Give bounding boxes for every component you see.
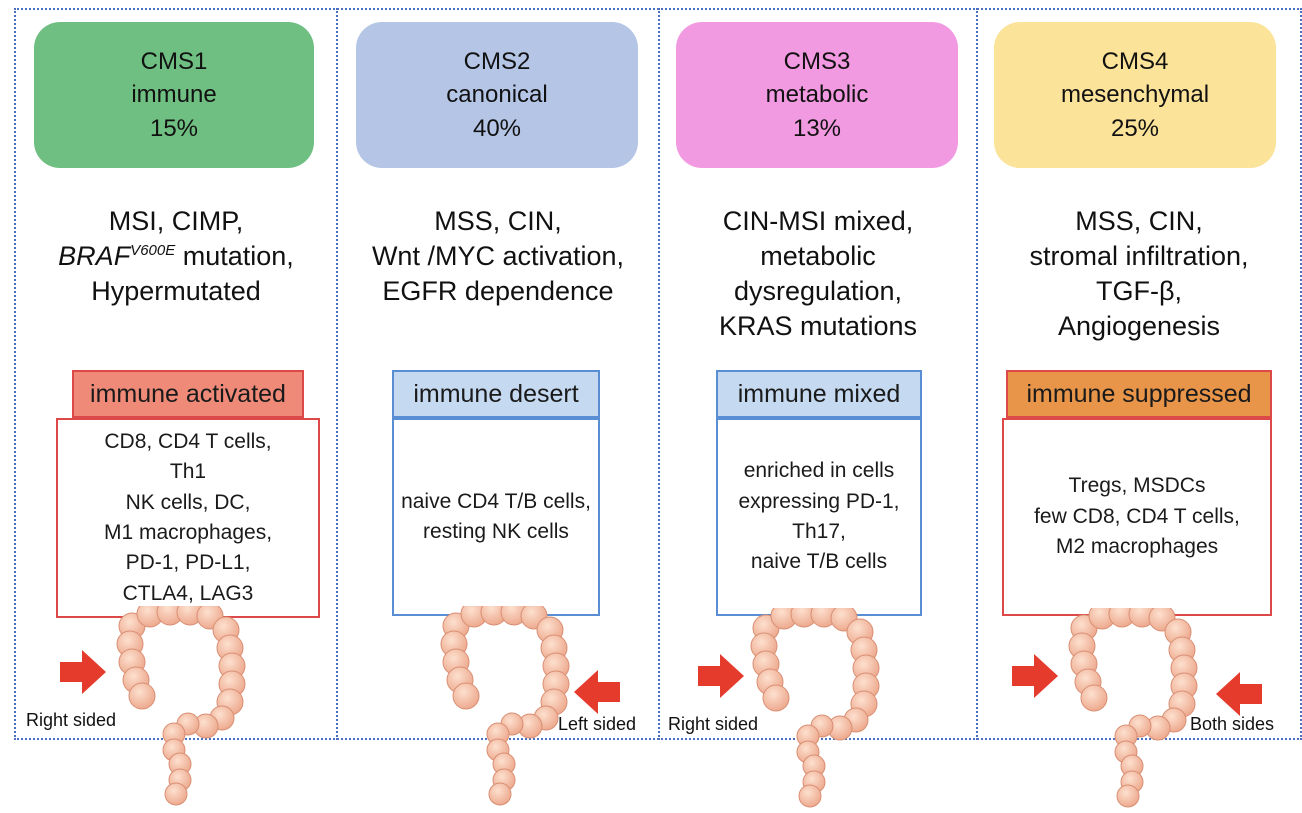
cms2-feature-3: EGFR dependence — [382, 276, 614, 307]
cms4-column: CMS4 mesenchymal 25% MSS, CIN, stromal i… — [978, 8, 1300, 808]
cms1-feature-2: BRAFV600E mutation, — [58, 241, 294, 272]
cms1-cell-2: Th1 — [169, 460, 207, 484]
cms2-colon-icon — [440, 606, 570, 806]
cms3-header: CMS3 metabolic 13% — [676, 22, 958, 168]
column-divider — [976, 8, 978, 740]
cms3-cell-list: enriched in cells expressing PD-1, Th17,… — [716, 418, 922, 616]
cms2-cell-1: naive CD4 T/B cells, — [401, 489, 591, 513]
cms2-type: canonical — [446, 81, 548, 109]
cms3-cell-3: Th17, — [792, 520, 846, 543]
cms4-right-arrow-icon — [1012, 654, 1058, 698]
cms1-percent: 15% — [149, 114, 199, 142]
column-divider — [336, 8, 338, 740]
cms4-cell-list: Tregs, MSDCs few CD8, CD4 T cells, M2 ma… — [1002, 418, 1272, 616]
cms1-column: CMS1 immune 15% MSI, CIMP, BRAFV600E mut… — [16, 8, 336, 806]
cms4-side-label: Both sides — [1190, 714, 1275, 734]
cms4-type: mesenchymal — [1060, 81, 1210, 109]
cms1-cell-6: CTLA4, LAG3 — [122, 581, 254, 605]
cms1-header: CMS1 immune 15% — [34, 22, 314, 168]
cms3-immune-label: immune mixed — [716, 370, 922, 418]
cms2-immune-label: immune desert — [392, 370, 600, 418]
cms3-name: CMS3 — [783, 47, 851, 75]
cms4-name: CMS4 — [1101, 47, 1169, 75]
cms2-feature-1: MSS, CIN, — [434, 206, 562, 236]
cms3-feature-1: CIN-MSI mixed, — [722, 206, 914, 236]
cms4-immune-label: immune suppressed — [1006, 370, 1272, 418]
cms4-colon-icon — [1068, 608, 1198, 808]
cms4-cell-2: few CD8, CD4 T cells, — [1034, 504, 1240, 528]
cms3-feature-2: metabolic — [760, 241, 876, 272]
cms2-features: MSS, CIN, Wnt /MYC activation, EGFR depe… — [338, 204, 658, 309]
cms1-cell-list: CD8, CD4 T cells, Th1 NK cells, DC, M1 m… — [56, 418, 320, 618]
cms4-cell-1: Tregs, MSDCs — [1068, 474, 1206, 498]
cms4-feature-1: MSS, CIN, — [1075, 206, 1203, 236]
cms1-cell-3: NK cells, DC, — [125, 490, 251, 514]
cms1-type: immune — [131, 81, 217, 109]
cms3-features: CIN-MSI mixed, metabolic dysregulation, … — [660, 204, 976, 344]
cms3-column: CMS3 metabolic 13% CIN-MSI mixed, metabo… — [660, 8, 976, 808]
cms4-percent: 25% — [1110, 114, 1160, 142]
cms3-cell-4: naive T/B cells — [750, 550, 888, 574]
cms1-cell-1: CD8, CD4 T cells, — [104, 429, 272, 453]
cms1-right-arrow-icon — [60, 650, 106, 694]
cms2-left-arrow-icon — [574, 670, 620, 714]
cms1-feature-1: MSI, CIMP, — [108, 206, 244, 236]
cms1-feature-3: Hypermutated — [91, 276, 261, 307]
cms1-features: MSI, CIMP, BRAFV600E mutation, Hypermuta… — [16, 204, 336, 309]
cms3-percent: 13% — [792, 114, 842, 142]
cms3-side-label: Right sided — [668, 714, 759, 734]
cms2-side-label: Left sided — [558, 714, 637, 734]
cms4-feature-4: Angiogenesis — [1057, 311, 1221, 342]
cms1-name: CMS1 — [140, 47, 208, 75]
cms1-immune-label: immune activated — [72, 370, 304, 418]
cms3-cell-2: expressing PD-1, — [738, 489, 900, 513]
cms1-colon-icon — [116, 606, 246, 806]
cms3-feature-4: KRAS mutations — [718, 311, 918, 342]
cms2-cell-2: resting NK cells — [423, 520, 569, 543]
braf-superscript: V600E — [130, 242, 176, 260]
cms3-type: metabolic — [765, 81, 869, 109]
cms4-feature-2: stromal infiltration, — [1029, 241, 1249, 272]
cms3-feature-3: dysregulation, — [733, 276, 903, 307]
cms2-name: CMS2 — [463, 47, 531, 75]
cms4-left-arrow-icon — [1216, 672, 1262, 716]
braf-gene: BRAF — [58, 241, 131, 272]
cms3-right-arrow-icon — [698, 654, 744, 698]
cms2-feature-2: Wnt /MYC activation, — [371, 241, 625, 272]
cms4-cell-3: M2 macrophages — [1055, 535, 1219, 559]
cms2-percent: 40% — [472, 114, 522, 142]
cms1-cell-5: PD-1, PD-L1, — [125, 551, 251, 575]
cms2-header: CMS2 canonical 40% — [356, 22, 638, 168]
cms1-cell-4: M1 macrophages, — [103, 521, 273, 544]
cms3-cell-1: enriched in cells — [743, 459, 895, 483]
column-divider — [658, 8, 660, 740]
cms2-cell-list: naive CD4 T/B cells, resting NK cells — [392, 418, 600, 616]
cms4-feature-3: TGF-β, — [1095, 276, 1182, 307]
cms1-side-label: Right sided — [26, 710, 117, 730]
cms3-colon-icon — [750, 608, 880, 808]
cms4-features: MSS, CIN, stromal infiltration, TGF-β, A… — [978, 204, 1300, 344]
cms2-column: CMS2 canonical 40% MSS, CIN, Wnt /MYC ac… — [338, 8, 658, 806]
cms4-header: CMS4 mesenchymal 25% — [994, 22, 1276, 168]
